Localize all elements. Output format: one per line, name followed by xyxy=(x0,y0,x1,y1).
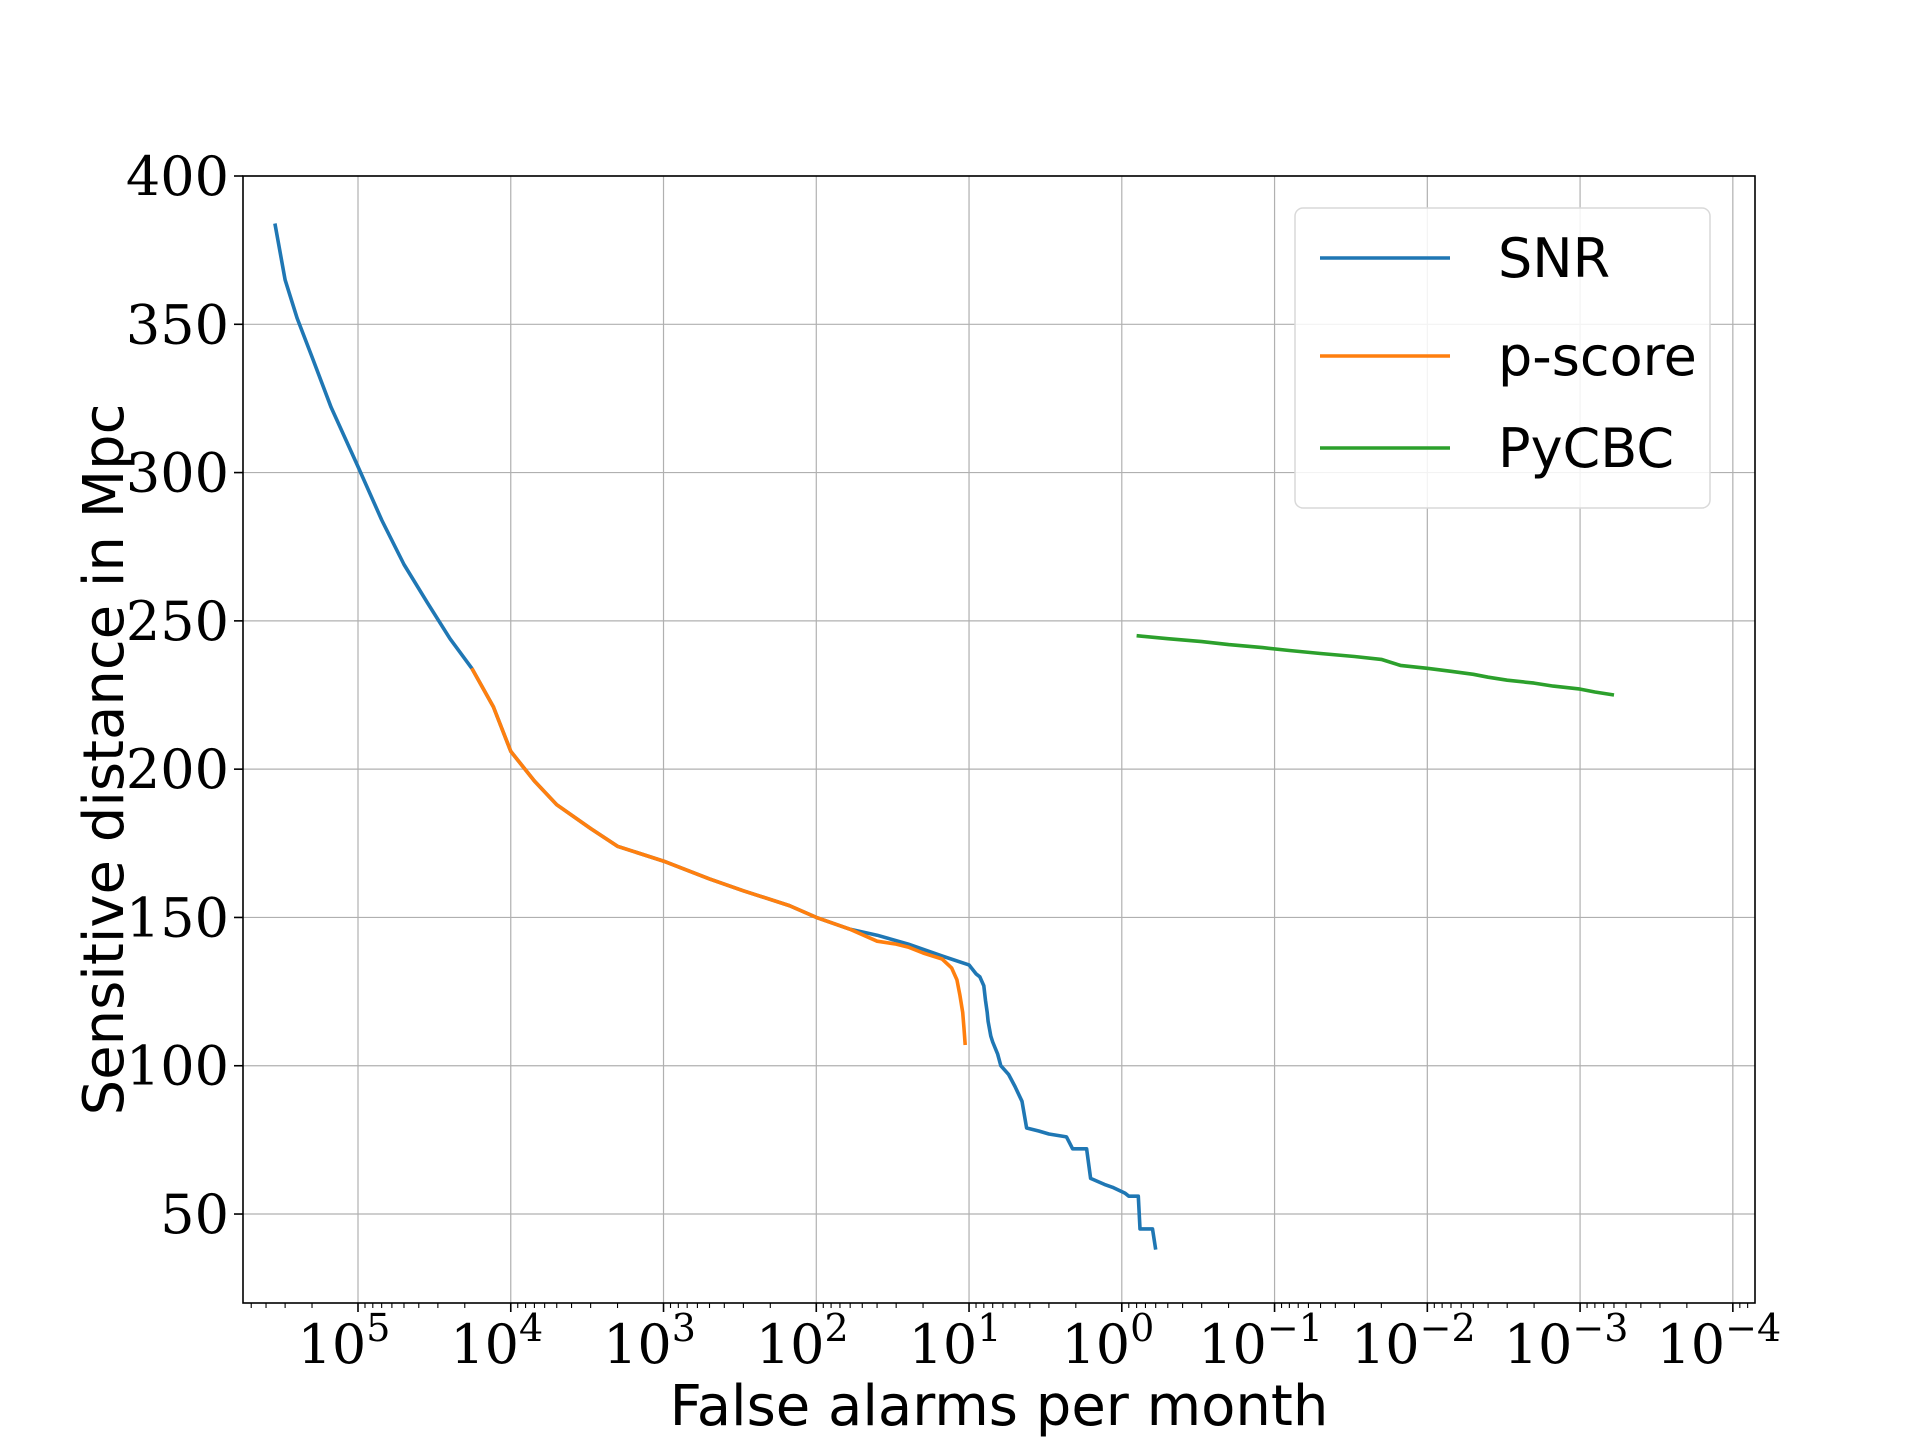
series-line-snr xyxy=(273,223,1158,1250)
legend: SNR p-score PyCBC xyxy=(1294,207,1711,509)
series-line-p-score xyxy=(470,667,967,1046)
series-layer xyxy=(273,223,1615,1250)
y-tick-label: 150 xyxy=(126,886,229,949)
y-tick-label: 200 xyxy=(126,738,229,801)
x-tick-label: 104 xyxy=(450,1306,543,1376)
y-tick-label: 300 xyxy=(126,442,229,505)
x-tick-label: 105 xyxy=(298,1306,391,1376)
legend-box xyxy=(1294,207,1711,509)
x-tick-label: 101 xyxy=(909,1306,1002,1376)
x-tick-label: 10−4 xyxy=(1656,1306,1781,1376)
x-tick-label: 103 xyxy=(603,1306,696,1376)
series-line-pycbc xyxy=(1136,633,1615,697)
y-tick-label: 250 xyxy=(126,590,229,653)
y-axis-label: Sensitive distance in Mpc xyxy=(72,404,137,1116)
y-tick-label: 400 xyxy=(126,145,229,208)
x-tick-label: 10−2 xyxy=(1351,1306,1476,1376)
plot-frame xyxy=(242,175,1756,1304)
y-tick-label: 350 xyxy=(126,293,229,356)
x-axis-label: False alarms per month xyxy=(670,1374,1329,1439)
y-tick-label: 50 xyxy=(160,1183,229,1246)
x-tick-label: 102 xyxy=(756,1306,849,1376)
axis-ticks xyxy=(234,175,1749,1312)
legend-label: SNR xyxy=(1498,227,1610,290)
x-tick-label: 10−3 xyxy=(1504,1306,1629,1376)
legend-label: p-score xyxy=(1498,325,1697,388)
legend-label: PyCBC xyxy=(1498,417,1674,480)
tick-labels: 105 104 103 102 101 100 10−1 10−2 10−3 10−4 50 100 1… xyxy=(126,145,1781,1376)
x-tick-label: 10−1 xyxy=(1198,1306,1323,1376)
y-tick-label: 100 xyxy=(126,1035,229,1098)
x-tick-label: 100 xyxy=(1061,1306,1154,1376)
